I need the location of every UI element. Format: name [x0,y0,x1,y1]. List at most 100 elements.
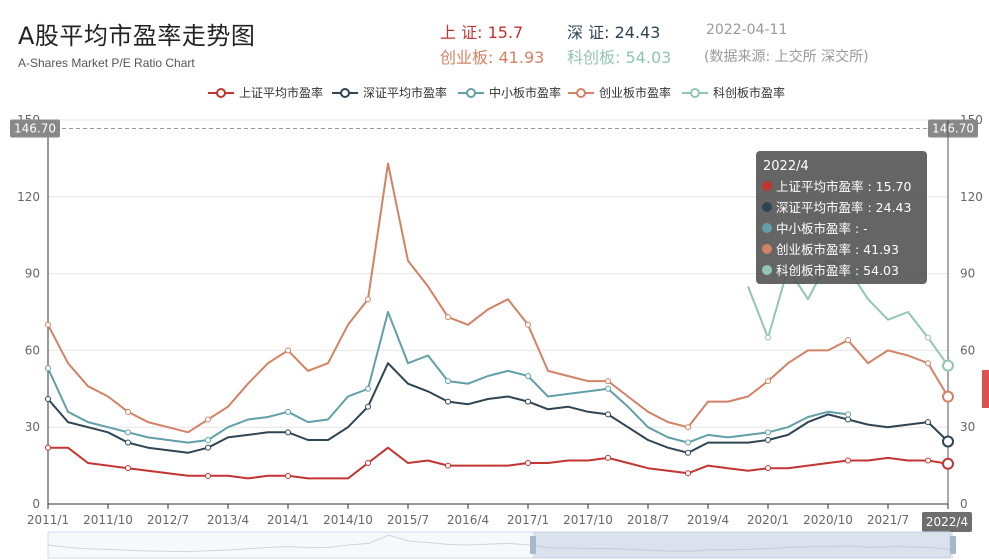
legend-label[interactable]: 深证平均市盈率 [363,85,447,100]
legend-marker [216,88,226,98]
zoom-handle-right[interactable] [950,536,956,554]
series-line-cyb[interactable] [47,162,949,434]
markline-label-right: 146.70 [932,121,974,135]
series-line-sh[interactable] [48,446,949,480]
data-point [525,373,531,379]
legend-label[interactable]: 中小板市盈率 [489,85,561,100]
data-point [365,296,371,303]
data-point [205,437,211,443]
data-point [445,314,451,321]
data-point [445,378,451,385]
legend-label[interactable]: 上证平均市盈率 [239,85,323,100]
date-label: 2022-04-11 [706,22,788,38]
legend-marker [340,88,350,98]
page-title: A股平均市盈率走势图 [18,22,256,50]
data-point [45,444,51,451]
y-tick-label-right: 120 [960,190,983,204]
sz-stat: 深 证: 24.43 [567,19,660,43]
x-tick-label: 2017/1 [507,513,549,527]
x-tick-label: 2013/4 [207,513,249,527]
y-tick-label-left: 120 [17,190,40,204]
data-point [765,465,771,472]
x-tick-label: 2016/4 [447,513,489,527]
data-point [525,398,531,405]
kcb-value: 54.03 [625,48,672,67]
data-point [925,360,931,367]
y-tick-label-left: 60 [25,343,40,357]
data-point-latest [942,435,954,448]
zoom-slider-selection[interactable] [533,532,953,558]
x-tick-label: 2020/1 [747,513,789,527]
sz-label: 深 证: [567,23,610,42]
scroll-indicator[interactable] [982,370,989,408]
tooltip-row: 中小板市盈率 : - [776,221,868,236]
data-point [765,378,771,385]
y-tick-label-right: 90 [960,267,975,281]
tooltip-row: 科创板市盈率 : 54.03 [776,263,899,278]
tooltip-row: 上证平均市盈率 : 15.70 [776,179,911,194]
kcb-stat: 科创板: 54.03 [567,44,671,68]
data-point [765,334,771,341]
tooltip-row: 创业板市盈率 : 41.93 [776,242,899,257]
data-point [845,457,851,464]
sz-value: 24.43 [614,23,661,42]
data-source: (数据来源: 上交所 深交所) [704,49,869,65]
data-point [205,444,211,451]
data-point [685,424,691,431]
x-tick-label: 2014/1 [267,513,309,527]
data-point [525,460,531,467]
data-point-latest [942,457,954,470]
data-point [285,429,291,436]
cyb-stat: 创业板: 41.93 [440,44,544,68]
tooltip-marker [762,244,772,254]
data-point [125,465,131,472]
x-tick-label: 2018/7 [627,513,669,527]
markline-badge-left [10,119,60,138]
data-point [45,321,51,328]
tooltip-box [756,151,927,284]
data-point [285,472,291,479]
legend-marker [690,88,700,98]
series-line-zxb[interactable] [47,311,849,444]
zoom-handle-left[interactable] [530,536,536,554]
data-point [685,449,691,456]
x-tick-label: 2021/7 [867,513,909,527]
data-point [845,337,851,344]
data-point [365,385,371,392]
kcb-label: 科创板: [567,48,621,67]
data-point [525,321,531,328]
data-point [765,437,771,443]
zoom-slider-track [47,531,951,559]
tooltip-marker [762,223,772,233]
x-tick-label: 2014/10 [323,513,373,527]
data-point [605,411,611,418]
axis-pointer-label: 2022/4 [926,515,968,529]
data-point [605,454,611,461]
data-point [925,457,931,464]
data-point [685,439,691,446]
legend-marker [466,88,476,98]
data-point [445,462,451,469]
x-tick-label: 2011/10 [83,513,133,527]
legend-label[interactable]: 科创板市盈率 [713,85,785,100]
data-point [125,439,131,446]
data-point [925,419,931,426]
data-point [285,408,291,415]
data-point-latest [942,359,954,372]
data-point [605,385,611,392]
tooltip-marker [762,202,772,212]
axis-pointer-badge [922,512,972,532]
legend-label[interactable]: 创业板市盈率 [599,85,671,100]
series-line-sz[interactable] [47,362,949,454]
zoom-slider-preview [47,534,951,553]
data-point [765,429,771,436]
markline-label-left: 146.70 [14,121,56,135]
sh-value: 15.7 [487,23,524,42]
y-tick-label-left: 30 [25,420,40,434]
data-point-latest [942,390,954,403]
sh-label: 上 证: [440,23,483,42]
x-tick-label: 2020/10 [803,513,853,527]
data-point [125,429,131,436]
data-point [205,472,211,479]
